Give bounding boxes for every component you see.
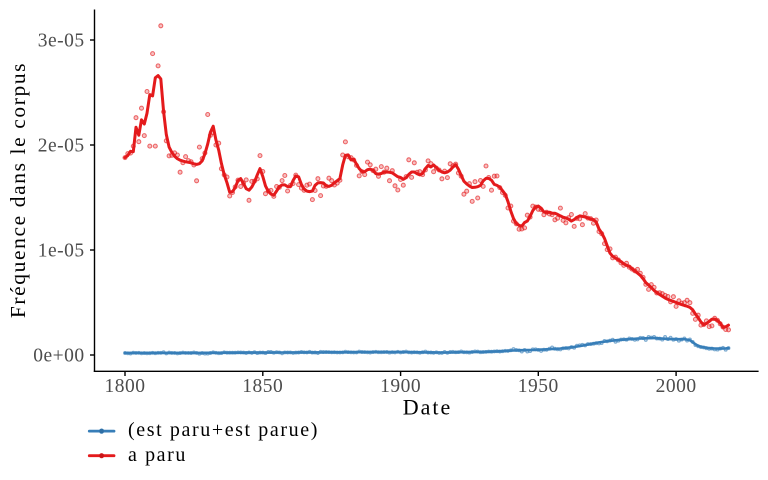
svg-text:1950: 1950: [518, 376, 559, 397]
svg-text:0e+00: 0e+00: [33, 345, 84, 366]
svg-text:Fréquence dans le corpus: Fréquence dans le corpus: [6, 62, 30, 318]
svg-text:1e-05: 1e-05: [38, 240, 85, 261]
svg-text:(est paru+est parue): (est paru+est parue): [128, 419, 319, 441]
svg-text:a paru: a paru: [128, 444, 187, 466]
svg-text:Date: Date: [403, 395, 453, 420]
svg-text:1900: 1900: [380, 376, 421, 397]
svg-text:2e-05: 2e-05: [38, 135, 85, 156]
svg-text:1850: 1850: [242, 376, 283, 397]
svg-text:1800: 1800: [105, 376, 146, 397]
svg-text:2000: 2000: [656, 376, 697, 397]
svg-text:3e-05: 3e-05: [38, 30, 85, 51]
